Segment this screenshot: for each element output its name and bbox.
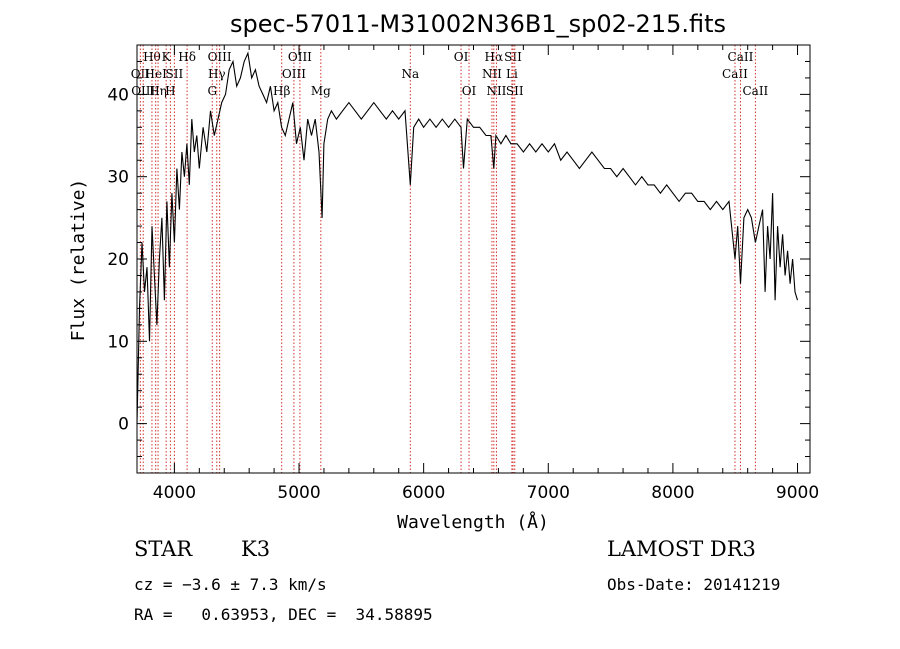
line-marker-label: H	[165, 84, 175, 98]
coordinates: RA = 0.63953, DEC = 34.58895	[134, 605, 433, 624]
line-marker-label: HeI	[145, 67, 168, 81]
y-tick-label: 20	[107, 250, 129, 270]
line-marker-label: SII	[166, 67, 184, 81]
line-markers: OIIOIIIHθHeIHηKHSIIHδGHγOIIIHβOIIIOIIIMg…	[131, 45, 769, 473]
line-marker-label: OI	[454, 50, 469, 64]
line-marker-label: Mg	[311, 84, 331, 98]
redshift-text: cz = −3.6 ± 7.3 km/s	[134, 575, 327, 594]
line-marker-label: Hα	[485, 50, 504, 64]
spectrum-series	[136, 51, 799, 424]
chart-title: spec-57011-M31002N36B1_sp02-215.fits	[230, 10, 726, 38]
x-tick-label: 7000	[527, 483, 570, 503]
line-marker-label: OIII	[282, 67, 306, 81]
line-marker-label: NII	[486, 84, 506, 98]
object-subclass: K3	[241, 537, 271, 561]
x-axis-label: Wavelength (Å)	[397, 511, 549, 533]
x-tick-label: 6000	[402, 483, 445, 503]
x-tick-label: 9000	[776, 483, 819, 503]
line-marker-label: CaII	[742, 84, 768, 98]
line-marker-label: SII	[504, 50, 522, 64]
x-tick-label: 5000	[277, 483, 320, 503]
line-marker-label: CaII	[728, 50, 754, 64]
y-tick-label: 10	[107, 332, 129, 352]
line-marker-label: G	[207, 84, 217, 98]
spectrum-line	[136, 51, 799, 424]
y-tick-label: 30	[107, 168, 129, 188]
line-marker-label: OIII	[208, 50, 232, 64]
object-class: STAR	[134, 537, 193, 561]
x-tick-label: 4000	[153, 483, 196, 503]
plot-frame	[136, 44, 811, 474]
axis-ticks: 4000 5000 6000 7000 8000 9000 0 10 20 30 40	[107, 45, 819, 503]
line-marker-label: Hδ	[178, 50, 196, 64]
line-marker-label: SII	[506, 84, 524, 98]
line-marker-label: K	[162, 50, 172, 64]
y-axis-label: Flux (relative)	[68, 179, 89, 342]
y-tick-label: 0	[118, 415, 129, 435]
x-tick-label: 8000	[651, 483, 694, 503]
survey-name: LAMOST DR3	[607, 537, 756, 561]
line-marker-label: Hθ	[143, 50, 161, 64]
line-marker-label: Li	[506, 67, 518, 81]
line-marker-label: OI	[462, 84, 477, 98]
line-marker-label: OII	[131, 67, 151, 81]
line-marker-label: CaII	[722, 67, 748, 81]
line-marker-label: Hη	[149, 84, 167, 98]
line-marker-label: Hγ	[208, 67, 226, 81]
line-marker-label: OIII	[288, 50, 312, 64]
line-marker-label: NII	[482, 67, 502, 81]
line-marker-label: Na	[401, 67, 419, 81]
line-marker-label: Hβ	[273, 84, 290, 98]
obs-date: Obs-Date: 20141219	[607, 575, 781, 594]
y-tick-label: 40	[107, 85, 129, 105]
